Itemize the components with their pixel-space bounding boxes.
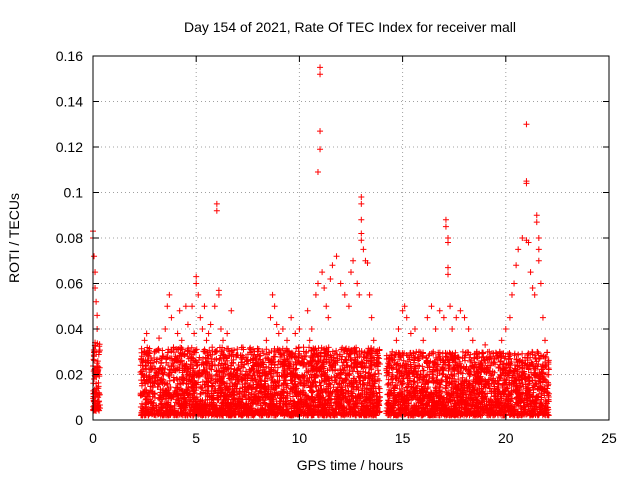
data-point — [479, 349, 486, 356]
data-point — [150, 359, 157, 366]
data-point — [291, 381, 298, 388]
data-point — [274, 364, 281, 371]
data-point — [155, 381, 162, 388]
data-point — [336, 374, 343, 381]
data-point — [194, 362, 201, 369]
grid-lines — [93, 56, 609, 420]
data-point — [90, 368, 97, 375]
data-point — [263, 346, 270, 353]
chart-title: Day 154 of 2021, Rate Of TEC Index for r… — [184, 19, 516, 35]
data-point — [219, 344, 226, 351]
data-point — [271, 347, 278, 354]
data-point — [298, 379, 305, 386]
data-point — [187, 357, 194, 364]
data-point — [519, 350, 526, 357]
data-point — [369, 377, 376, 384]
data-point — [270, 353, 277, 360]
data-point — [197, 391, 204, 398]
data-point — [289, 393, 296, 400]
data-point — [153, 358, 160, 365]
data-point — [347, 348, 354, 355]
data-point — [249, 377, 256, 384]
data-point — [342, 383, 349, 390]
data-point — [139, 400, 146, 407]
data-point — [96, 341, 103, 348]
data-point — [265, 364, 272, 371]
data-point — [198, 403, 205, 410]
data-point — [360, 381, 367, 388]
data-point — [419, 363, 426, 370]
data-points — [90, 64, 552, 419]
data-point — [168, 363, 175, 370]
data-point — [358, 348, 365, 355]
data-point — [160, 364, 167, 371]
data-point — [400, 357, 407, 364]
data-point — [317, 382, 324, 389]
data-point — [96, 364, 103, 371]
data-point — [195, 357, 202, 364]
data-point — [166, 377, 173, 384]
data-point — [96, 398, 103, 405]
data-point — [313, 383, 320, 390]
data-point — [376, 355, 383, 362]
